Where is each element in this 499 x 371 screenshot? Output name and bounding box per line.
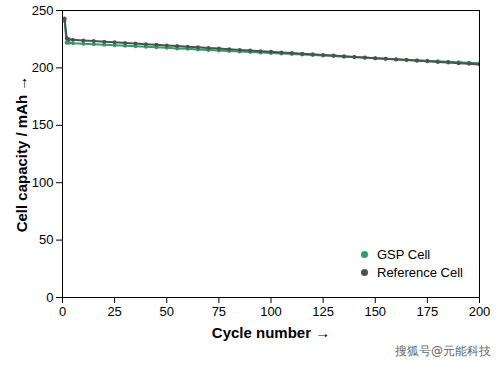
svg-text:Cell capacity / mAh →: Cell capacity / mAh →	[13, 76, 30, 233]
svg-text:100: 100	[32, 175, 54, 190]
svg-text:50: 50	[39, 232, 53, 247]
svg-text:50: 50	[160, 304, 174, 319]
svg-text:200: 200	[469, 304, 491, 319]
svg-text:Cycle number →: Cycle number →	[212, 324, 330, 341]
html-text:搜狐号@元能科技: 搜狐号@元能科技	[395, 344, 491, 358]
svg-text:100: 100	[260, 304, 282, 319]
svg-text:200: 200	[32, 60, 54, 75]
svg-text:0: 0	[59, 304, 66, 319]
svg-text:75: 75	[212, 304, 226, 319]
svg-text:25: 25	[107, 304, 121, 319]
html-text:Reference Cell: Reference Cell	[377, 265, 463, 280]
svg-text:250: 250	[32, 3, 54, 18]
svg-text:150: 150	[364, 304, 386, 319]
svg-text:125: 125	[312, 304, 334, 319]
html-text:GSP Cell: GSP Cell	[377, 247, 431, 262]
svg-text:175: 175	[417, 304, 439, 319]
svg-text:0: 0	[46, 290, 53, 305]
svg-text:150: 150	[32, 117, 54, 132]
